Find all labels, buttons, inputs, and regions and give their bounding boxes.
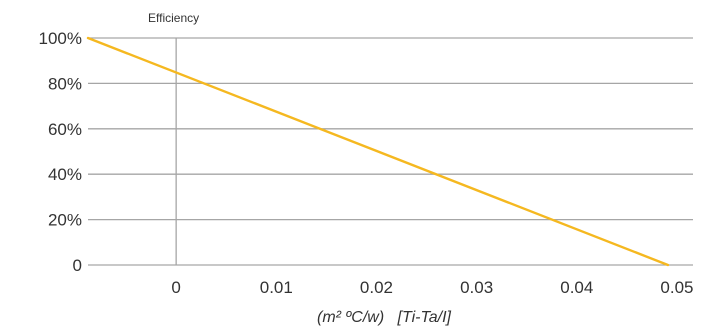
y-tick-label: 20% <box>48 211 82 230</box>
y-tick-label: 80% <box>48 74 82 93</box>
x-tick-label: 0.05 <box>660 278 693 297</box>
grid-lines <box>88 37 693 266</box>
x-tick-label: 0.02 <box>360 278 393 297</box>
y-axis-label: Efficiency <box>148 11 199 25</box>
x-tick-label: 0.03 <box>460 278 493 297</box>
x-tick-label: 0.04 <box>560 278 593 297</box>
tick-labels: 0 20% 40% 60% 80% 100% 0 0.01 0.02 0.03 0.04 0.05 <box>39 29 694 297</box>
y-tick-label: 100% <box>39 29 82 48</box>
x-tick-label: 0.01 <box>260 278 293 297</box>
y-tick-label: 40% <box>48 165 82 184</box>
efficiency-line <box>86 36 670 267</box>
y-tick-label: 0 <box>73 256 82 275</box>
y-tick-label: 60% <box>48 120 82 139</box>
x-tick-label: 0 <box>171 278 180 297</box>
series-lines <box>86 36 670 267</box>
x-axis-label: (m² ºC/w) [Ti-Ta/I] <box>317 309 452 326</box>
